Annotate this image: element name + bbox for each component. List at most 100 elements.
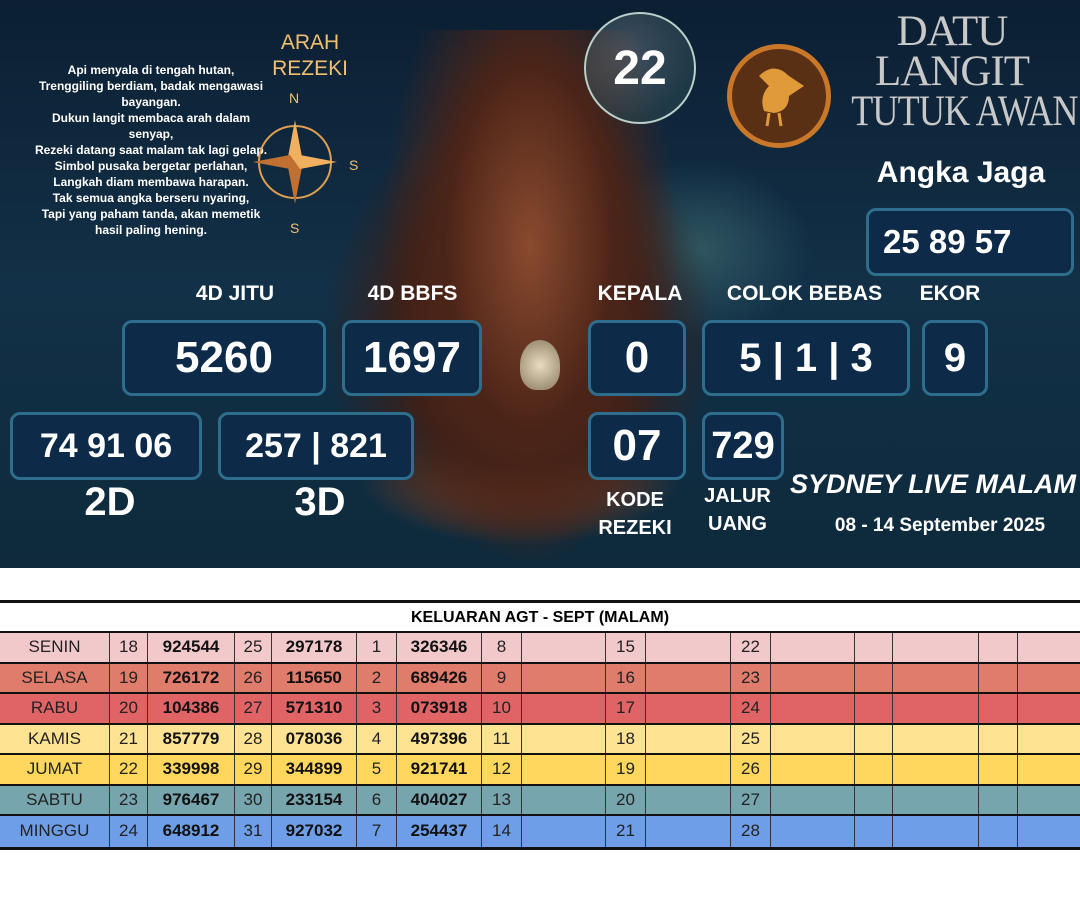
poem-line: Simbol pusaka bergetar perlahan, <box>54 159 248 173</box>
compass-title-line: REZEKI <box>272 57 348 80</box>
date-cell <box>1018 816 1080 847</box>
result-cell: 104386 <box>148 694 235 723</box>
jalur-uang-label: JALUR UANG <box>690 482 785 538</box>
date-cell: 5 <box>357 755 397 784</box>
day-cell: SELASA <box>0 663 110 692</box>
date-cell: 29 <box>235 755 272 784</box>
date-cell <box>522 755 606 784</box>
prediction-poster: Api menyala di tengah hutan, Trenggiling… <box>0 0 1080 568</box>
kode-rezeki-label-line: REZEKI <box>598 517 672 539</box>
date-cell: 14 <box>482 816 522 847</box>
date-cell <box>646 663 731 692</box>
date-cell: 24 <box>731 694 771 723</box>
4d-jitu-label: 4D JITU <box>195 282 275 305</box>
ekor-value: 9 <box>922 320 988 396</box>
date-cell <box>855 694 893 723</box>
date-cell: 21 <box>110 724 148 753</box>
date-cell: 1 <box>357 633 397 662</box>
date-cell <box>893 633 979 662</box>
bubble-number: 22 <box>613 41 667 95</box>
date-cell: 3 <box>357 694 397 723</box>
poem-line: Trenggiling berdiam, badak mengawasi bay… <box>38 79 264 109</box>
date-cell: 22 <box>110 755 148 784</box>
date-cell <box>646 724 731 753</box>
compass-south: S <box>290 220 300 236</box>
date-cell <box>646 694 731 723</box>
date-cell: 7 <box>357 816 397 847</box>
results-table: KELUARAN AGT - SEPT (MALAM) SENIN 18 92454… <box>0 600 1080 850</box>
compass-south-right: S <box>349 157 359 173</box>
date-cell <box>855 633 893 662</box>
compass-title: ARAH REZEKI <box>268 30 352 82</box>
date-cell <box>522 694 606 723</box>
date-cell: 26 <box>731 755 771 784</box>
date-cell: 28 <box>731 816 771 847</box>
date-cell: 13 <box>482 785 522 814</box>
day-cell: JUMAT <box>0 755 110 784</box>
date-cell: 9 <box>482 663 522 692</box>
result-cell: 404027 <box>397 785 482 814</box>
date-cell: 18 <box>110 633 148 662</box>
result-cell: 921741 <box>397 755 482 784</box>
date-cell <box>646 755 731 784</box>
result-cell: 254437 <box>397 816 482 847</box>
angka-jaga-label: Angka Jaga <box>876 156 1046 189</box>
date-cell <box>979 694 1018 723</box>
result-cell: 326346 <box>397 633 482 662</box>
date-cell: 15 <box>606 633 646 662</box>
date-cell <box>771 785 855 814</box>
result-cell: 648912 <box>148 816 235 847</box>
angka-jaga-value: 25 89 57 <box>866 208 1074 276</box>
date-range: 08 - 14 September 2025 <box>834 515 1046 536</box>
date-cell <box>893 694 979 723</box>
date-cell <box>1018 725 1080 754</box>
date-cell: 31 <box>235 816 272 847</box>
date-cell <box>771 663 855 692</box>
result-cell: 571310 <box>272 694 357 723</box>
date-cell: 12 <box>482 755 522 784</box>
day-cell: SABTU <box>0 785 110 814</box>
4d-bbfs-label: 4D BBFS <box>367 282 458 305</box>
date-cell: 23 <box>110 785 148 814</box>
date-cell: 8 <box>482 633 522 662</box>
date-cell <box>855 663 893 692</box>
2d-label: 2D <box>84 480 136 524</box>
skull-icon <box>520 340 560 390</box>
date-cell <box>979 785 1018 814</box>
day-cell: SENIN <box>0 633 110 662</box>
date-cell: 26 <box>235 663 272 692</box>
ekor-label: EKOR <box>919 282 981 305</box>
date-cell <box>1018 755 1080 784</box>
day-cell: KAMIS <box>0 724 110 753</box>
jalur-uang-value: 729 <box>702 412 784 480</box>
result-cell: 297178 <box>272 633 357 662</box>
date-cell <box>979 633 1018 662</box>
date-cell: 18 <box>606 724 646 753</box>
colok-bebas-value: 5 | 1 | 3 <box>702 320 910 396</box>
date-cell <box>646 785 731 814</box>
date-cell <box>1018 786 1080 815</box>
date-cell: 20 <box>110 694 148 723</box>
date-cell: 24 <box>110 816 148 847</box>
date-cell <box>979 663 1018 692</box>
date-cell <box>855 724 893 753</box>
result-cell: 927032 <box>272 816 357 847</box>
colok-bebas-label: COLOK BEBAS <box>726 282 883 305</box>
result-cell: 726172 <box>148 663 235 692</box>
date-cell <box>893 785 979 814</box>
date-cell <box>1018 664 1080 693</box>
date-cell <box>855 755 893 784</box>
result-cell: 924544 <box>148 633 235 662</box>
date-cell <box>646 816 731 847</box>
poem-line: Dukun langit membaca arah dalam senyap, <box>51 111 251 141</box>
compass-north: N <box>289 90 300 106</box>
date-cell: 4 <box>357 724 397 753</box>
poem-line: Tapi yang paham tanda, akan memetik hasi… <box>41 207 261 237</box>
date-cell <box>522 724 606 753</box>
day-cell: RABU <box>0 694 110 723</box>
date-cell <box>771 724 855 753</box>
result-cell: 115650 <box>272 663 357 692</box>
date-cell <box>855 785 893 814</box>
date-cell <box>979 816 1018 847</box>
result-cell: 073918 <box>397 694 482 723</box>
